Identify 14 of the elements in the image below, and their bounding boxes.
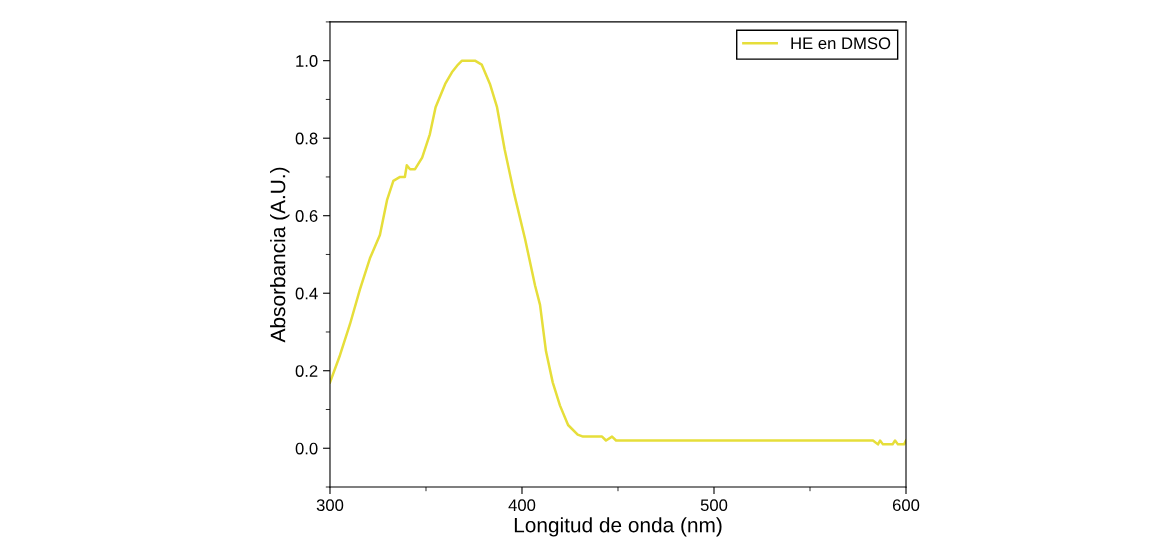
y-tick-label: 0.2 <box>295 365 318 377</box>
y-tick-label: 0.0 <box>295 442 318 455</box>
y-axis-title: Absorbancia (A.U.) <box>270 167 290 343</box>
y-tick-label: 1.0 <box>296 55 318 67</box>
y-tick-label: 0.8 <box>295 132 318 145</box>
x-tick-label: 600 <box>892 499 920 512</box>
x-tick-label: 400 <box>508 499 536 512</box>
x-tick-label: 500 <box>700 499 728 512</box>
legend-label: HE en DMSO <box>791 37 891 50</box>
x-axis-title: Longitud de onda (nm) <box>514 517 722 537</box>
line-series <box>329 59 906 446</box>
y-tick-label: 0.6 <box>295 210 318 222</box>
x-tick-label: 300 <box>316 499 344 512</box>
y-tick-label: 0.4 <box>295 287 318 300</box>
